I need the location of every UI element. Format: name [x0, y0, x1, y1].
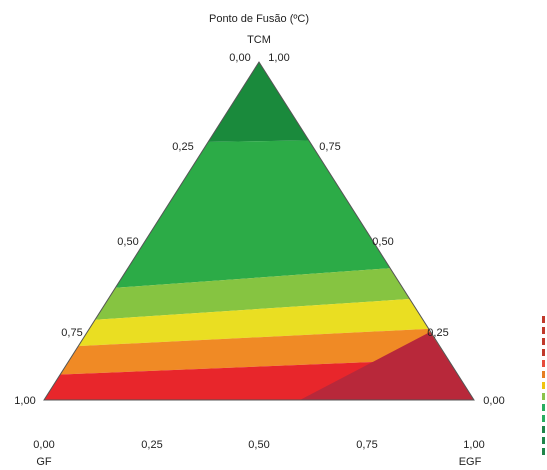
right-edge-tick: 0,75 — [319, 141, 340, 153]
legend-swatch — [542, 360, 545, 367]
vertex-label-bottom-left: GF — [36, 456, 52, 468]
legend-swatch — [542, 316, 545, 323]
legend-swatch — [542, 327, 545, 334]
legend-swatch — [542, 404, 545, 411]
left-edge-tick: 0,75 — [61, 327, 82, 339]
bottom-edge-tick: 0,75 — [356, 439, 377, 451]
contour-band — [44, 137, 474, 296]
right-edge-tick: 0,25 — [427, 327, 448, 339]
bottom-edge-tick: 0,25 — [141, 439, 162, 451]
left-vertex-tick: 1,00 — [14, 395, 35, 407]
top-tick-right: 1,00 — [268, 52, 289, 64]
tick-labels: 0,25 0,50 0,75 0,75 0,50 0,25 0,00 0,25 0,50 0,75… — [33, 141, 484, 451]
legend-swatch — [542, 349, 545, 356]
bottom-edge-tick: 0,00 — [33, 439, 54, 451]
right-edge-tick: 0,50 — [372, 236, 393, 248]
bottom-edge-tick: 1,00 — [463, 439, 484, 451]
bottom-edge-tick: 0,50 — [248, 439, 269, 451]
legend-swatches — [542, 316, 545, 455]
legend-swatch — [542, 426, 545, 433]
legend-swatch — [542, 415, 545, 422]
right-vertex-tick: 0,00 — [483, 395, 504, 407]
left-edge-tick: 0,50 — [117, 236, 138, 248]
vertex-label-top: TCM — [247, 34, 271, 46]
legend-swatch — [542, 437, 545, 444]
legend-swatch — [542, 448, 545, 455]
legend-swatch — [542, 371, 545, 378]
contour-band — [44, 62, 474, 145]
contour-bands — [44, 62, 474, 400]
legend-swatch — [542, 338, 545, 345]
triangle-outline — [43, 61, 475, 401]
vertex-label-bottom-right: EGF — [459, 456, 482, 468]
chart-title: Ponto de Fusão (ºC) — [209, 13, 309, 25]
contour-band — [44, 323, 474, 377]
contour-band — [300, 332, 474, 400]
legend-swatch — [542, 382, 545, 389]
legend-swatch — [542, 393, 545, 400]
contour-band — [44, 290, 474, 350]
left-edge-tick: 0,25 — [172, 141, 193, 153]
top-tick-left: 0,00 — [229, 52, 250, 64]
